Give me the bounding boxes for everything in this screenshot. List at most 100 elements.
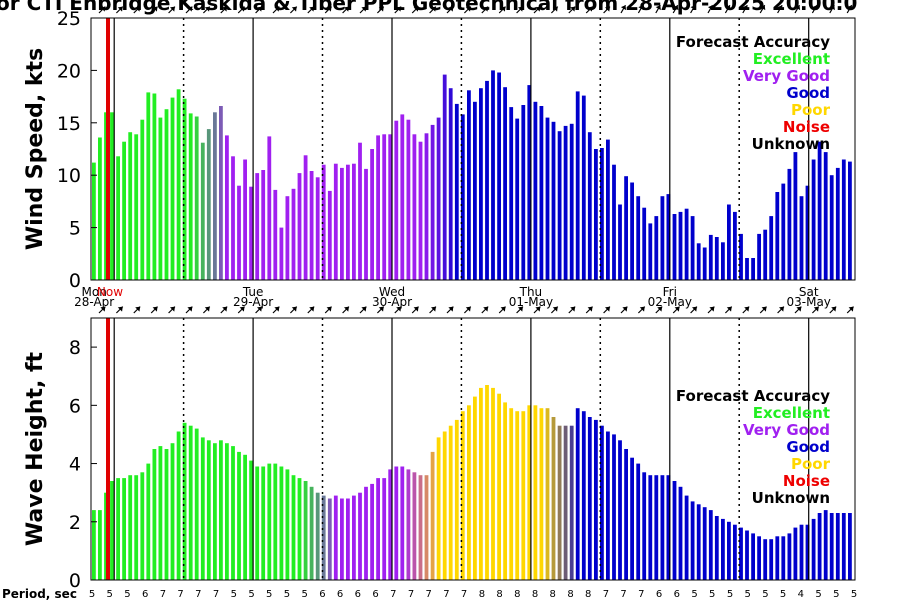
direction-arrow-icon	[202, 6, 211, 14]
direction-arrow-icon	[342, 6, 350, 14]
direction-arrow-icon	[376, 6, 385, 14]
direction-arrow-icon	[133, 6, 141, 14]
bar	[303, 481, 308, 580]
bar	[346, 498, 350, 580]
bar	[636, 196, 641, 280]
day-label: Mon	[82, 285, 107, 299]
bar	[237, 451, 241, 580]
day-label: Thu	[519, 285, 543, 299]
direction-arrow-icon	[150, 6, 158, 14]
period-value: 7	[390, 589, 396, 600]
bar	[835, 513, 840, 580]
bar	[364, 168, 368, 280]
bar	[817, 513, 822, 580]
bar	[491, 70, 495, 281]
period-value: 8	[496, 589, 502, 600]
bar	[333, 495, 338, 580]
bar	[702, 507, 707, 580]
bar	[763, 229, 768, 280]
bar	[648, 475, 653, 580]
direction-arrow-icon	[550, 6, 559, 14]
chart-title: or CTI Enbridge Kaskida & Tiber PPL Geot…	[0, 0, 857, 15]
bar	[321, 164, 326, 280]
date-label: 01-May	[509, 295, 553, 309]
bar	[829, 513, 834, 580]
period-value: 6	[337, 589, 343, 600]
date-label: 28-Apr	[74, 295, 114, 309]
bar	[376, 478, 380, 580]
direction-arrow-icon	[603, 306, 611, 314]
bar	[382, 134, 387, 280]
date-label: 03-May	[786, 295, 830, 309]
bar	[460, 411, 465, 580]
bar	[297, 173, 302, 280]
direction-arrow-icon	[272, 6, 280, 14]
y-tick-label: 0	[69, 570, 81, 592]
bar	[352, 163, 356, 280]
bar	[624, 449, 628, 580]
bar	[255, 466, 260, 580]
bar	[829, 175, 834, 280]
direction-arrow-icon	[724, 4, 731, 14]
bar	[231, 446, 235, 580]
direction-arrow-icon	[777, 4, 783, 14]
bar	[188, 425, 193, 580]
bar	[297, 478, 302, 580]
direction-arrow-icon	[272, 306, 280, 314]
direction-arrow-icon	[411, 6, 419, 14]
period-value: 5	[124, 589, 130, 600]
legend-item: Excellent	[753, 404, 830, 422]
bar	[394, 466, 399, 580]
direction-arrow-icon	[533, 6, 541, 14]
bar	[309, 486, 314, 580]
direction-arrow-icon	[672, 4, 679, 14]
period-value: 8	[550, 589, 556, 600]
period-value: 5	[284, 589, 290, 600]
bar	[261, 170, 266, 280]
bar	[467, 405, 471, 580]
direction-arrow-icon	[307, 306, 315, 314]
direction-arrow-icon	[516, 6, 524, 14]
bar	[485, 80, 489, 281]
direction-arrow-icon	[237, 6, 245, 14]
bar	[213, 443, 217, 580]
y-tick-label: 8	[69, 337, 81, 359]
period-value: 6	[142, 589, 148, 600]
bar	[382, 478, 387, 580]
bar	[279, 227, 284, 280]
direction-arrow-icon	[98, 306, 106, 314]
y-tick-label: 10	[57, 165, 81, 187]
bar	[678, 211, 683, 280]
direction-arrow-icon	[707, 4, 714, 14]
direction-arrow-icon	[655, 306, 663, 314]
bar	[600, 425, 604, 580]
bar	[533, 405, 538, 580]
direction-arrow-icon	[846, 4, 853, 14]
bar	[376, 135, 380, 280]
direction-arrow-icon	[394, 306, 402, 314]
period-value: 7	[461, 589, 467, 600]
direction-arrow-icon	[150, 306, 158, 314]
legend-title: Forecast Accuracy	[676, 387, 830, 405]
direction-arrow-icon	[550, 306, 559, 314]
bar	[793, 152, 798, 280]
bar	[430, 451, 435, 580]
bar	[497, 72, 501, 280]
direction-arrow-icon	[168, 6, 176, 14]
bar	[98, 137, 102, 280]
period-value: 5	[231, 589, 237, 600]
period-value: 8	[567, 589, 573, 600]
legend-item: Good	[786, 84, 830, 102]
direction-arrow-icon	[255, 6, 263, 14]
direction-arrow-icon	[237, 306, 245, 314]
bar	[727, 204, 731, 280]
bar	[424, 475, 429, 580]
bar	[636, 463, 641, 580]
direction-arrow-icon	[811, 4, 818, 14]
bar	[684, 208, 689, 280]
bar	[660, 196, 665, 280]
bar	[733, 524, 737, 580]
bar	[340, 498, 344, 580]
bar	[666, 475, 671, 580]
period-value: 5	[266, 589, 272, 600]
